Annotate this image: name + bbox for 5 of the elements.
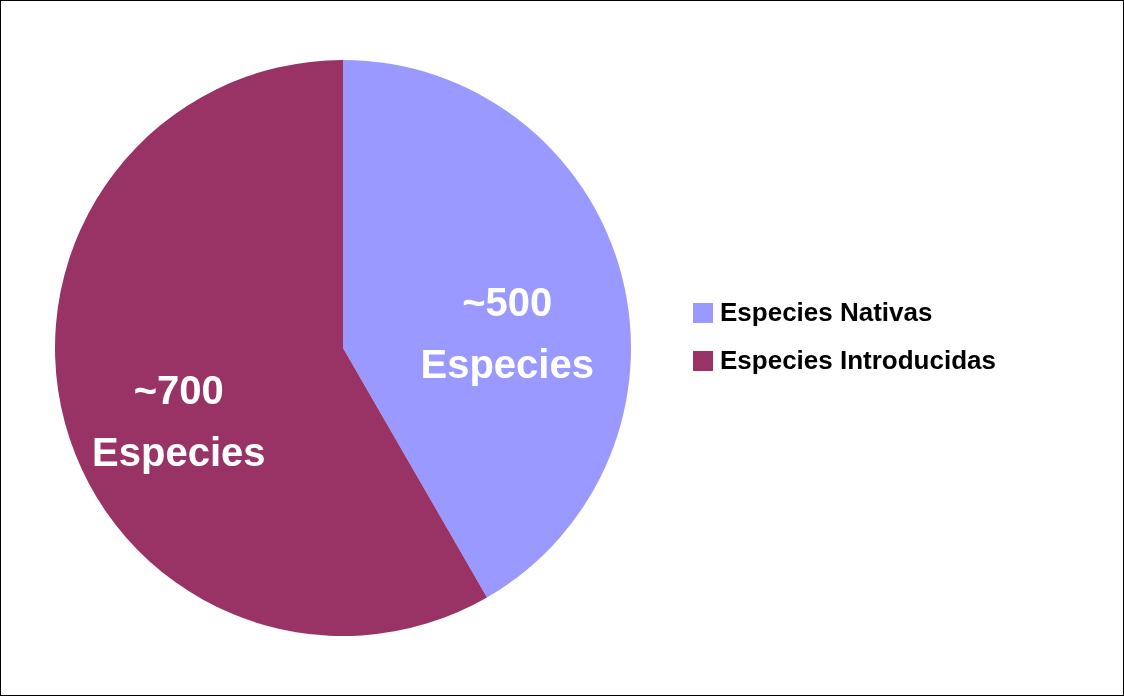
data-label: ~700 Especies	[92, 368, 266, 474]
data-label: ~500 Especies	[420, 280, 594, 386]
legend-label: Especies Nativas	[720, 297, 933, 327]
legend-label: Especies Introducidas	[720, 345, 996, 375]
pie-slice	[343, 60, 631, 598]
